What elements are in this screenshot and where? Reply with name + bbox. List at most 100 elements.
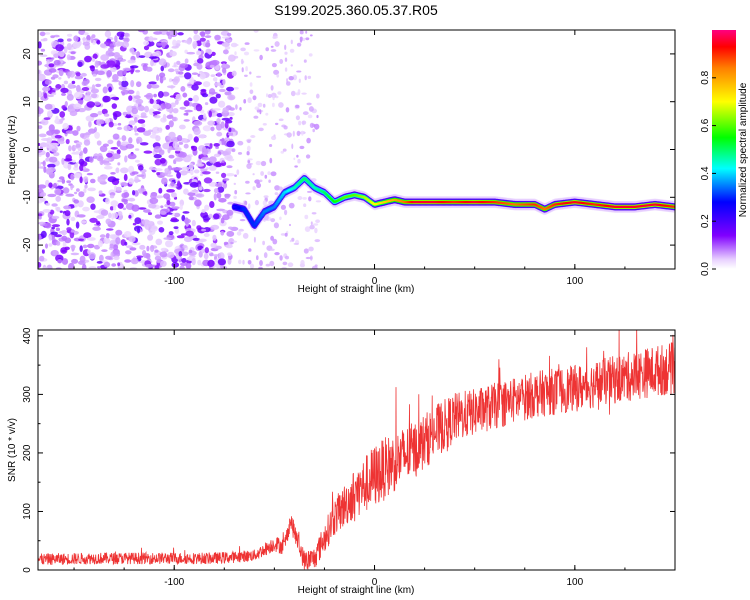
colorbar-gradient xyxy=(712,30,736,269)
noise-speck xyxy=(113,134,120,140)
noise-speck xyxy=(261,161,266,166)
noise-speck xyxy=(279,217,282,221)
noise-speck xyxy=(101,249,107,252)
noise-speck xyxy=(80,256,86,263)
noise-speck xyxy=(80,245,83,252)
noise-speck xyxy=(87,173,93,175)
noise-speck xyxy=(163,77,166,80)
noise-speck xyxy=(232,148,236,152)
noise-speck xyxy=(272,36,278,39)
noise-speck xyxy=(270,236,274,241)
noise-speck xyxy=(206,49,212,54)
noise-speck xyxy=(305,31,307,34)
noise-speck xyxy=(274,222,279,228)
noise-speck xyxy=(108,176,117,182)
noise-speck xyxy=(224,155,233,161)
noise-speck xyxy=(314,228,317,234)
noise-speck xyxy=(158,188,162,194)
noise-speck xyxy=(53,53,58,58)
noise-speck xyxy=(180,107,187,110)
noise-speck xyxy=(256,76,261,78)
ridge-core xyxy=(244,210,247,212)
noise-speck xyxy=(87,92,91,95)
noise-speck xyxy=(214,193,217,200)
noise-speck xyxy=(70,51,75,54)
noise-speck xyxy=(215,183,222,187)
noise-speck xyxy=(106,228,114,230)
noise-speck xyxy=(144,95,151,98)
noise-speck xyxy=(44,93,48,99)
noise-speck xyxy=(213,214,220,220)
noise-speck xyxy=(129,247,136,250)
noise-speck xyxy=(305,37,309,40)
noise-speck xyxy=(202,93,208,97)
noise-speck xyxy=(58,39,64,43)
noise-speck xyxy=(316,94,320,99)
noise-speck xyxy=(84,139,90,145)
noise-speck xyxy=(171,217,178,221)
noise-speck xyxy=(111,97,119,100)
noise-speck xyxy=(98,111,103,115)
snr-y-tick-label: 0 xyxy=(22,567,33,573)
noise-speck xyxy=(237,141,243,146)
noise-speck xyxy=(304,215,308,219)
ridge-core xyxy=(246,214,249,216)
noise-speck xyxy=(177,135,182,141)
spectrogram-y-tick-label: -10 xyxy=(22,190,33,205)
noise-speck xyxy=(198,135,207,138)
noise-speck xyxy=(184,110,193,113)
noise-speck xyxy=(113,111,122,117)
noise-speck xyxy=(87,188,96,192)
noise-speck xyxy=(103,144,109,147)
noise-speck xyxy=(53,129,60,134)
noise-speck xyxy=(232,241,237,243)
noise-speck xyxy=(291,40,293,45)
ridge-core xyxy=(248,218,251,220)
noise-speck xyxy=(154,250,158,253)
noise-speck xyxy=(97,71,105,76)
noise-speck xyxy=(304,59,307,62)
noise-speck xyxy=(139,245,145,250)
noise-speck xyxy=(313,223,318,225)
noise-speck xyxy=(239,107,241,111)
noise-speck xyxy=(77,62,82,68)
noise-speck xyxy=(137,127,146,132)
noise-speck xyxy=(102,96,110,103)
noise-speck xyxy=(105,30,111,37)
noise-speck xyxy=(40,32,46,37)
noise-speck xyxy=(104,166,113,170)
noise-speck xyxy=(103,237,110,244)
noise-speck xyxy=(37,262,42,268)
noise-speck xyxy=(259,260,263,266)
noise-speck xyxy=(220,231,224,236)
noise-speck xyxy=(48,243,52,247)
noise-speck xyxy=(234,183,236,185)
noise-speck xyxy=(309,225,314,230)
noise-speck xyxy=(116,187,122,192)
noise-speck xyxy=(46,141,52,148)
noise-speck xyxy=(154,146,163,153)
noise-speck xyxy=(61,230,67,235)
noise-speck xyxy=(264,195,269,198)
noise-speck xyxy=(193,95,199,102)
noise-speck xyxy=(286,81,291,86)
noise-speck xyxy=(177,181,180,188)
noise-speck xyxy=(67,38,72,41)
noise-speck xyxy=(91,93,97,98)
noise-speck xyxy=(259,55,263,60)
noise-speck xyxy=(139,55,145,58)
noise-speck xyxy=(44,117,51,120)
noise-speck xyxy=(127,60,135,64)
noise-speck xyxy=(138,106,144,111)
noise-speck xyxy=(217,72,222,77)
noise-speck xyxy=(258,103,263,107)
noise-speck xyxy=(67,54,71,60)
noise-speck xyxy=(247,151,250,155)
noise-speck xyxy=(271,49,277,52)
noise-speck xyxy=(101,210,108,216)
noise-speck xyxy=(169,146,172,150)
noise-speck xyxy=(159,58,167,65)
noise-speck xyxy=(128,95,132,101)
noise-speck xyxy=(238,260,242,265)
noise-speck xyxy=(178,71,183,74)
